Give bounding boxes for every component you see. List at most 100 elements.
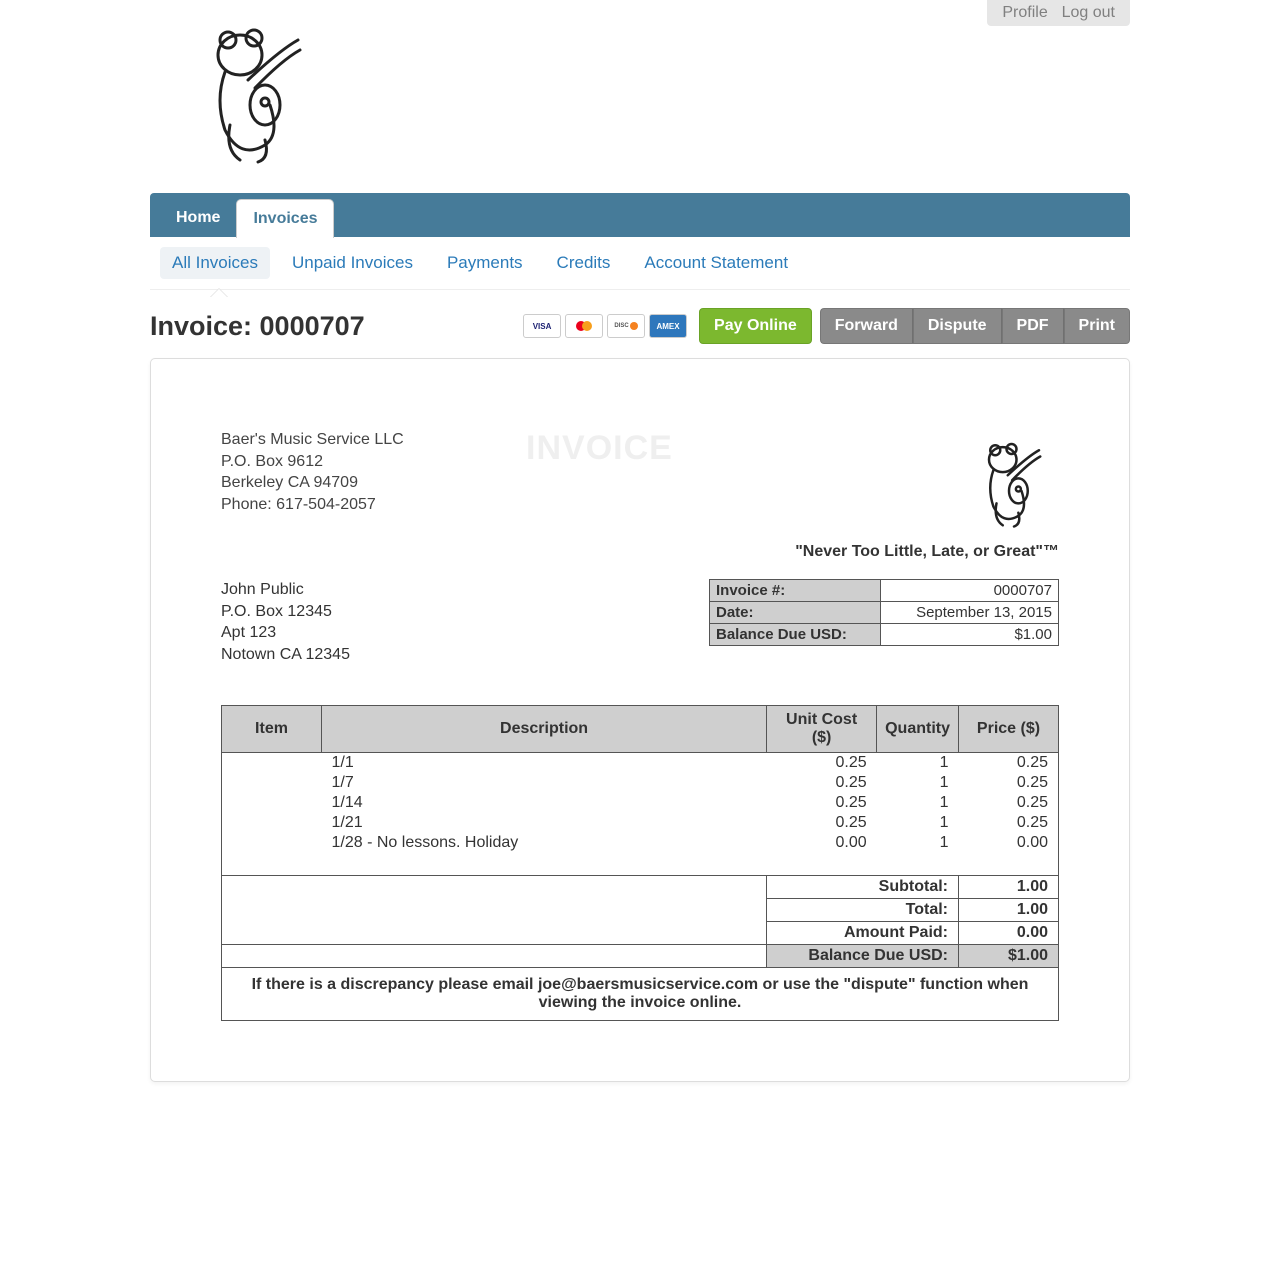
cell-description: 1/28 - No lessons. Holiday: [322, 833, 767, 853]
cell-item: [222, 833, 322, 853]
cell-item: [222, 753, 322, 774]
invoice-footer-note: If there is a discrepancy please email j…: [222, 967, 1059, 1020]
subtab-account-statement[interactable]: Account Statement: [632, 247, 800, 279]
bill-to-address: John Public P.O. Box 12345 Apt 123 Notow…: [221, 579, 350, 665]
cell-quantity: 1: [877, 833, 959, 853]
summary-label-total: Total:: [767, 898, 959, 921]
company-line2: Berkeley CA 94709: [221, 472, 404, 494]
table-row: 1/210.2510.25: [222, 813, 1059, 833]
discover-card-icon: DISC: [607, 314, 645, 338]
page-title: Invoice: 0000707: [150, 311, 365, 342]
cell-unit-cost: 0.25: [767, 793, 877, 813]
table-row: 1/10.2510.25: [222, 753, 1059, 774]
invoice-mid: John Public P.O. Box 12345 Apt 123 Notow…: [221, 579, 1059, 665]
summary-value-total: 1.00: [959, 898, 1059, 921]
cell-description: 1/14: [322, 793, 767, 813]
active-subtab-indicator-icon: [210, 288, 228, 297]
meta-label-invoice-no: Invoice #:: [710, 580, 881, 602]
subtab-payments[interactable]: Payments: [435, 247, 535, 279]
page-title-prefix: Invoice:: [150, 311, 260, 341]
mastercard-card-icon: [565, 314, 603, 338]
tab-home[interactable]: Home: [160, 199, 236, 237]
cell-price: 0.25: [959, 753, 1059, 774]
cell-unit-cost: 0.00: [767, 833, 877, 853]
col-header-description: Description: [322, 706, 767, 753]
billto-name: John Public: [221, 579, 350, 601]
meta-value-balance: $1.00: [881, 624, 1059, 646]
summary-value-paid: 0.00: [959, 921, 1059, 944]
summary-value-subtotal: 1.00: [959, 875, 1059, 898]
logout-link[interactable]: Log out: [1057, 4, 1120, 21]
cell-description: 1/7: [322, 773, 767, 793]
pdf-button[interactable]: PDF: [1002, 308, 1064, 344]
subtab-credits[interactable]: Credits: [545, 247, 623, 279]
summary-label-balance-due: Balance Due USD:: [767, 944, 959, 967]
pay-online-button[interactable]: Pay Online: [699, 308, 812, 344]
subtab-unpaid-invoices[interactable]: Unpaid Invoices: [280, 247, 425, 279]
summary-label-paid: Amount Paid:: [767, 921, 959, 944]
meta-label-balance: Balance Due USD:: [710, 624, 881, 646]
meta-value-invoice-no: 0000707: [881, 580, 1059, 602]
cell-description: 1/1: [322, 753, 767, 774]
secondary-actions: Forward Dispute PDF Print: [820, 308, 1130, 344]
bear-guitar-logo-icon: [170, 10, 330, 170]
title-actions-row: Invoice: 0000707 VISA DISC AMEX Pay Onli…: [150, 308, 1130, 344]
meta-value-date: September 13, 2015: [881, 602, 1059, 624]
cell-price: 0.25: [959, 773, 1059, 793]
company-phone: Phone: 617-504-2057: [221, 494, 404, 516]
invoice-items-table: Item Description Unit Cost ($) Quantity …: [221, 705, 1059, 1021]
billto-line1: P.O. Box 12345: [221, 601, 350, 623]
cell-price: 0.00: [959, 833, 1059, 853]
forward-button[interactable]: Forward: [820, 308, 913, 344]
company-address: Baer's Music Service LLC P.O. Box 9612 B…: [221, 429, 404, 561]
table-row: 1/28 - No lessons. Holiday0.0010.00: [222, 833, 1059, 853]
billto-line2: Apt 123: [221, 622, 350, 644]
profile-link[interactable]: Profile: [997, 4, 1052, 21]
site-logo: [150, 0, 1130, 193]
cell-quantity: 1: [877, 753, 959, 774]
cell-item: [222, 793, 322, 813]
summary-value-balance-due: $1.00: [959, 944, 1059, 967]
page-title-number: 0000707: [260, 311, 365, 341]
sub-nav: All Invoices Unpaid Invoices Payments Cr…: [150, 237, 1130, 290]
summary-label-subtotal: Subtotal:: [767, 875, 959, 898]
cell-price: 0.25: [959, 793, 1059, 813]
account-links: Profile Log out: [987, 0, 1130, 26]
invoice-watermark: INVOICE: [404, 429, 796, 561]
cell-quantity: 1: [877, 793, 959, 813]
invoice-header-right: "Never Too Little, Late, or Great"™: [795, 429, 1059, 561]
amex-card-icon: AMEX: [649, 314, 687, 338]
print-button[interactable]: Print: [1064, 308, 1130, 344]
col-header-unit-cost: Unit Cost ($): [767, 706, 877, 753]
main-nav: Home Invoices: [150, 193, 1130, 237]
tab-invoices[interactable]: Invoices: [236, 199, 334, 238]
meta-label-date: Date:: [710, 602, 881, 624]
bear-guitar-logo-small-icon: [959, 429, 1059, 534]
cell-description: 1/21: [322, 813, 767, 833]
billto-line3: Notown CA 12345: [221, 644, 350, 666]
col-header-quantity: Quantity: [877, 706, 959, 753]
action-bar: VISA DISC AMEX Pay Online Forward Disput…: [523, 308, 1130, 344]
visa-card-icon: VISA: [523, 314, 561, 338]
table-row: 1/70.2510.25: [222, 773, 1059, 793]
cell-quantity: 1: [877, 773, 959, 793]
cell-unit-cost: 0.25: [767, 773, 877, 793]
cell-unit-cost: 0.25: [767, 753, 877, 774]
company-name: Baer's Music Service LLC: [221, 429, 404, 451]
company-line1: P.O. Box 9612: [221, 451, 404, 473]
invoice-header: Baer's Music Service LLC P.O. Box 9612 B…: [221, 429, 1059, 561]
table-row: 1/140.2510.25: [222, 793, 1059, 813]
cell-price: 0.25: [959, 813, 1059, 833]
company-tagline: "Never Too Little, Late, or Great"™: [795, 543, 1059, 561]
dispute-button[interactable]: Dispute: [913, 308, 1002, 344]
col-header-price: Price ($): [959, 706, 1059, 753]
payment-card-icons: VISA DISC AMEX: [523, 314, 687, 338]
col-header-item: Item: [222, 706, 322, 753]
subtab-all-invoices[interactable]: All Invoices: [160, 247, 270, 279]
invoice-document: Baer's Music Service LLC P.O. Box 9612 B…: [150, 358, 1130, 1082]
cell-item: [222, 813, 322, 833]
cell-unit-cost: 0.25: [767, 813, 877, 833]
cell-quantity: 1: [877, 813, 959, 833]
invoice-meta-table: Invoice #: 0000707 Date: September 13, 2…: [709, 579, 1059, 646]
cell-item: [222, 773, 322, 793]
